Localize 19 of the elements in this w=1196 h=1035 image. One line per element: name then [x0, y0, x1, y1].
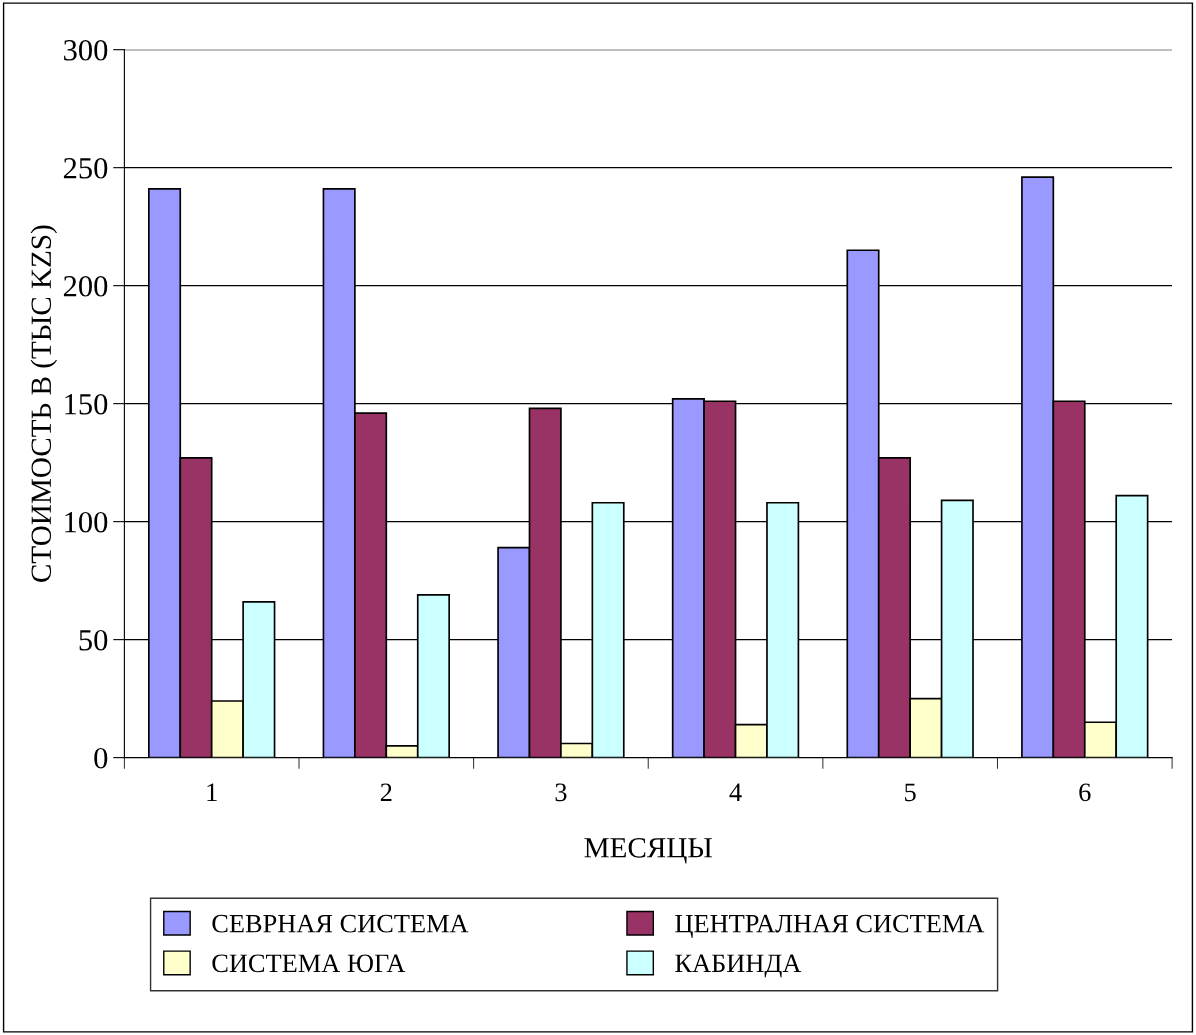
legend-label: ЦЕНТРАЛНАЯ СИСТЕМА: [675, 914, 985, 938]
x-tick-label: 2: [380, 783, 392, 801]
y-tick-label: 200: [63, 275, 108, 297]
y-tick-label: 100: [65, 511, 108, 533]
x-tick-label: 1: [207, 783, 217, 801]
y-tick-label: 250: [63, 157, 108, 179]
x-tick-label: 4: [729, 783, 742, 801]
legend-label: КАБИНДА: [675, 954, 802, 978]
x-tick-label: 3: [555, 783, 567, 802]
x-tick-label: 6: [1079, 783, 1091, 802]
x-axis-title: МЕСЯЦЫ: [584, 838, 712, 864]
y-axis-title: СТОИМОСТЬ В (ТЫС KZS): [30, 225, 58, 582]
x-tick-label: 5: [905, 783, 916, 802]
y-tick-label: 50: [79, 629, 108, 651]
y-tick-label: 0: [94, 747, 108, 769]
y-tick-label: 150: [65, 393, 108, 415]
legend-label: СИСТЕМА ЮГА: [212, 954, 406, 973]
y-tick-label: 300: [64, 39, 108, 61]
legend-label: СЕВРНАЯ СИСТЕМА: [212, 914, 469, 933]
